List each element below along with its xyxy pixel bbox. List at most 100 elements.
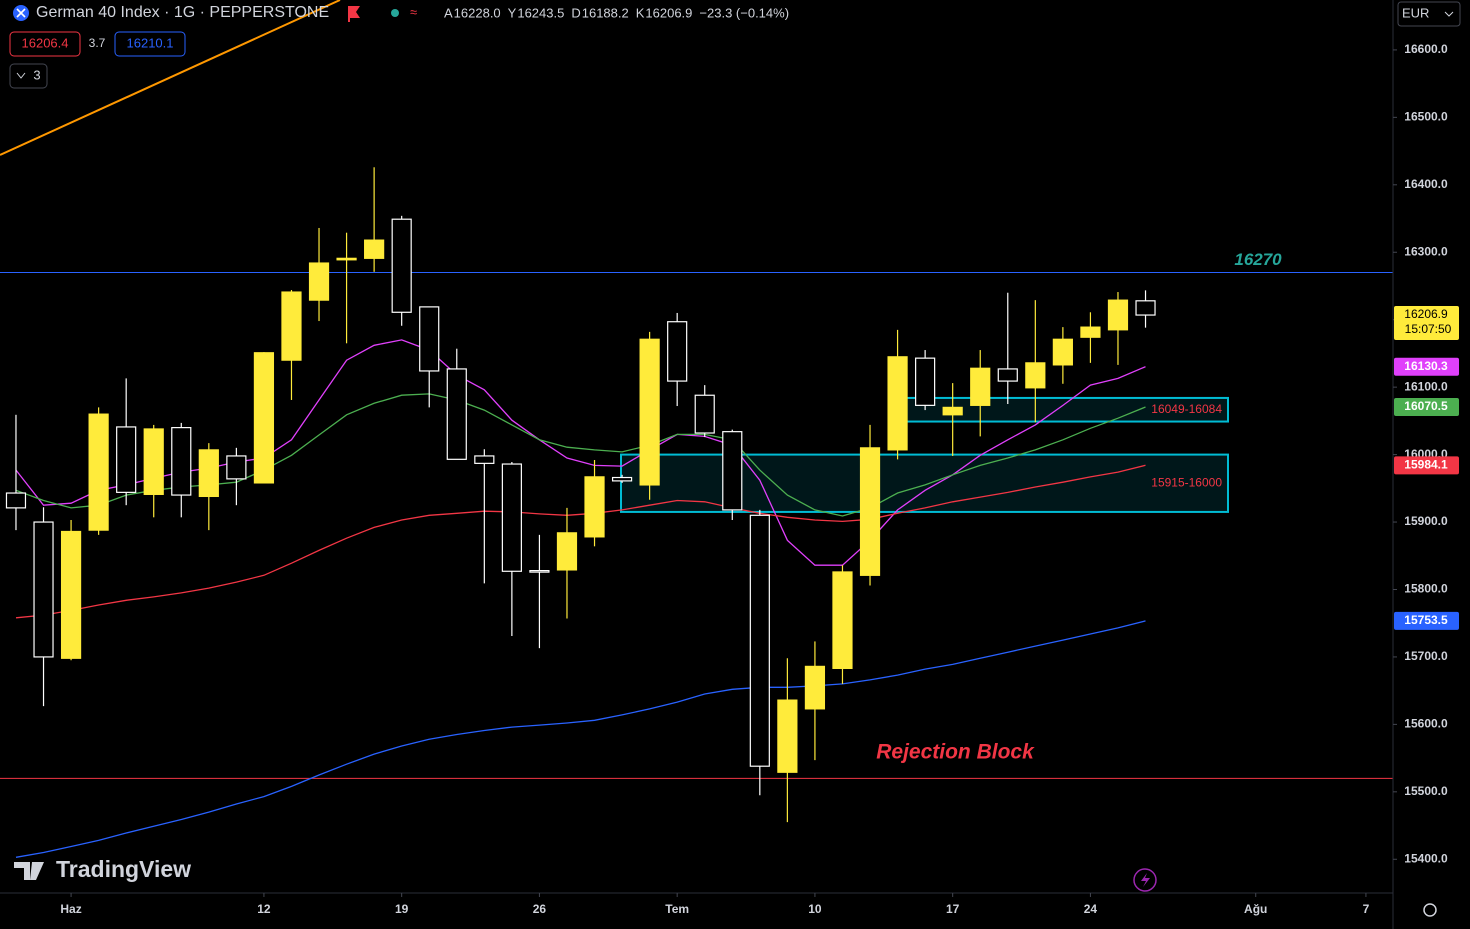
x-tick-label: 7 bbox=[1363, 902, 1370, 916]
x-tick-label: Tem bbox=[665, 902, 689, 916]
annotation: Rejection Block bbox=[876, 741, 1035, 764]
price-label bbox=[1394, 357, 1459, 376]
candle-body bbox=[308, 262, 330, 301]
candle-body bbox=[1135, 300, 1156, 316]
x-tick-label: 10 bbox=[808, 902, 822, 916]
moving-average bbox=[15, 464, 1146, 619]
candle-body bbox=[804, 665, 826, 710]
price-label-text: 15984.1 bbox=[1404, 457, 1448, 471]
candle-body bbox=[749, 514, 770, 767]
symbol-title[interactable]: German 40 Index · 1G · PEPPERSTONE bbox=[36, 4, 329, 21]
ohlc-value: 16228.0 bbox=[454, 5, 501, 20]
alert-icon[interactable] bbox=[1133, 868, 1157, 892]
zone-label: 16049-16084 bbox=[1151, 402, 1222, 416]
ohlc: A 16228.0 Y 16243.5 D 16188.2 K 16206.9 −23.3 (−… bbox=[444, 5, 789, 20]
price-label bbox=[1394, 306, 1459, 341]
y-tick-label: 16300.0 bbox=[1404, 244, 1448, 258]
spread: 3.7 bbox=[89, 36, 106, 50]
candle-body bbox=[777, 699, 798, 773]
candle-body bbox=[584, 476, 605, 538]
logo-icon bbox=[14, 862, 44, 880]
candle-body bbox=[942, 406, 963, 416]
ohlc-key: A bbox=[444, 5, 453, 20]
ohlc-key: D bbox=[571, 5, 580, 20]
candle-body bbox=[1107, 299, 1129, 331]
candle-body bbox=[859, 447, 881, 576]
x-tick-label: 17 bbox=[946, 902, 960, 916]
flag-icon[interactable] bbox=[348, 6, 360, 22]
price-label bbox=[1394, 398, 1459, 417]
candle-body bbox=[887, 356, 908, 451]
y-tick-label: 15500.0 bbox=[1404, 784, 1448, 798]
x-tick-label: Haz bbox=[60, 902, 81, 916]
candle-body bbox=[1080, 326, 1101, 338]
zone bbox=[620, 453, 1229, 513]
ask: 16210.1 bbox=[127, 35, 174, 50]
candle-body bbox=[1052, 338, 1073, 366]
logo: TradingView bbox=[56, 856, 191, 882]
price-label-text: 16130.3 bbox=[1404, 359, 1448, 373]
candle-body bbox=[1025, 362, 1046, 389]
trend-line[interactable] bbox=[0, 0, 341, 156]
candle-body bbox=[364, 239, 385, 259]
price-axis: 15400.0 15500.0 15600.0 15700.0 15800.0 15900… bbox=[60, 30, 1470, 916]
y-tick-label: 16500.0 bbox=[1404, 110, 1448, 124]
alert-icon bbox=[1141, 873, 1150, 887]
settings-icon[interactable] bbox=[1423, 903, 1437, 917]
symbol-icon bbox=[16, 8, 26, 18]
candle-body bbox=[915, 357, 936, 406]
y-tick-label: 16600.0 bbox=[1404, 42, 1448, 56]
currency-select[interactable] bbox=[1397, 1, 1461, 27]
status-icon: ≈ bbox=[410, 4, 417, 19]
ohlc-key: Y bbox=[508, 5, 517, 20]
chevron bbox=[16, 72, 26, 79]
y-tick-label: 16400.0 bbox=[1404, 177, 1448, 191]
candle-body bbox=[667, 321, 688, 382]
x-tick-label: 19 bbox=[395, 902, 409, 916]
candle-body bbox=[198, 449, 219, 498]
price-label-text: 16206.9 bbox=[1404, 307, 1448, 321]
candle-body bbox=[529, 570, 550, 573]
chevron bbox=[1444, 11, 1454, 17]
candle-body bbox=[997, 368, 1018, 382]
x-tick-label: Ağu bbox=[1244, 902, 1267, 916]
x-tick-label: 26 bbox=[533, 902, 547, 916]
candle-body bbox=[88, 413, 109, 531]
y-tick-label: 15600.0 bbox=[1404, 717, 1448, 731]
ohlc-value: 16243.5 bbox=[517, 5, 564, 20]
y-tick-label: 15900.0 bbox=[1404, 514, 1448, 528]
candle-body bbox=[832, 571, 853, 670]
candle-body bbox=[611, 476, 633, 482]
candle-body bbox=[970, 367, 991, 406]
candle-body bbox=[474, 455, 495, 464]
ask-box[interactable] bbox=[114, 31, 186, 57]
candle-body bbox=[116, 426, 137, 493]
zone-label: 15915-16000 bbox=[1151, 475, 1222, 489]
ohlc-value: 16206.9 bbox=[645, 5, 692, 20]
bid-box[interactable] bbox=[9, 31, 81, 57]
moving-average bbox=[15, 620, 1146, 858]
candle-body bbox=[336, 257, 357, 261]
candle-body bbox=[253, 352, 275, 484]
candle-body bbox=[60, 530, 82, 659]
y-tick-label: 15400.0 bbox=[1404, 851, 1448, 865]
status-dot bbox=[391, 9, 399, 17]
y-tick-label: 16100.0 bbox=[1404, 379, 1448, 393]
x-tick-label: 12 bbox=[257, 902, 271, 916]
indicators-toggle[interactable] bbox=[9, 63, 48, 89]
ohlc-value: 16188.2 bbox=[582, 5, 629, 20]
candle-body bbox=[5, 492, 27, 509]
candle-body bbox=[391, 218, 412, 313]
candle-body bbox=[171, 427, 192, 496]
candle-body bbox=[694, 394, 715, 434]
y-tick-label: 15700.0 bbox=[1404, 649, 1448, 663]
candle-body bbox=[281, 291, 302, 361]
price-label-text: 16070.5 bbox=[1404, 399, 1448, 413]
candle-body bbox=[639, 338, 660, 486]
candle-body bbox=[33, 521, 54, 658]
candle-body bbox=[143, 428, 164, 495]
candle-body bbox=[556, 532, 578, 571]
candle-body bbox=[722, 431, 743, 511]
